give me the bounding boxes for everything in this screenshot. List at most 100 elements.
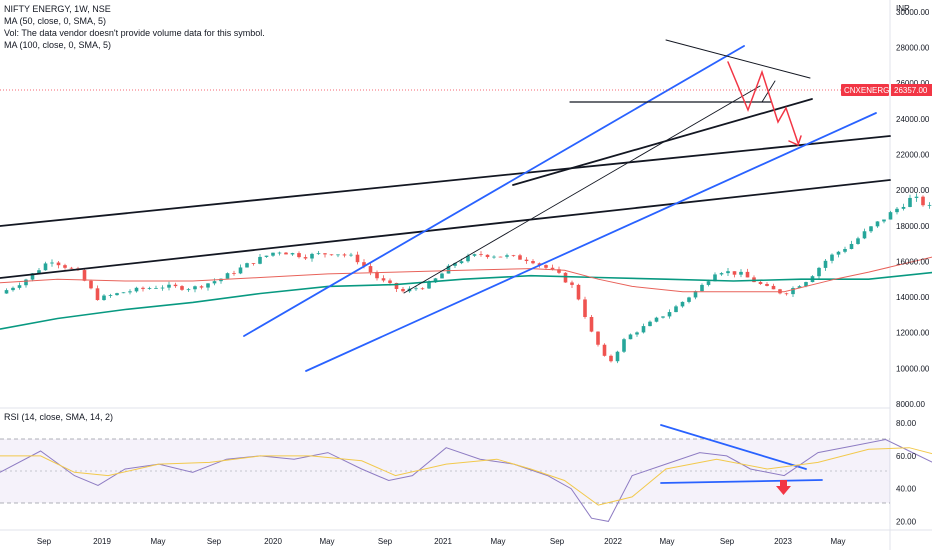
- rsi-legend: RSI (14, close, SMA, 14, 2): [4, 412, 114, 422]
- candle-body: [89, 280, 93, 289]
- candle-body: [446, 265, 451, 274]
- candle-body: [310, 253, 314, 259]
- candle-body: [128, 291, 132, 293]
- candle-body: [11, 287, 15, 291]
- candle-body: [440, 273, 444, 279]
- candle-body: [667, 312, 672, 317]
- candle-body: [141, 287, 145, 289]
- candle-body: [732, 271, 737, 275]
- time-axis[interactable]: Sep 2019 May Sep 2020 May Sep 2021 May Sep 2022 May…: [37, 537, 846, 546]
- candle-body: [609, 355, 613, 362]
- candle-body: [498, 256, 503, 258]
- symbol-tag-label: CNXENERGY: [844, 86, 895, 95]
- rsi-tick-label: 60.00: [896, 452, 917, 461]
- time-tick-label: Sep: [37, 537, 52, 546]
- candle-body: [908, 197, 912, 207]
- rsi-axis[interactable]: 80.00 60.00 40.00 20.00: [896, 419, 917, 526]
- price-tick-label: 22000.00: [896, 150, 930, 159]
- candle-body: [290, 253, 295, 255]
- candle-body: [297, 253, 301, 258]
- candle-body: [862, 231, 867, 239]
- candle-body: [232, 273, 236, 274]
- price-tick-label: 14000.00: [896, 293, 930, 302]
- symbol-title: NIFTY ENERGY, 1W, NSE: [4, 4, 111, 14]
- candle-body: [349, 254, 353, 256]
- candle-body: [102, 295, 106, 301]
- candle-body: [238, 267, 243, 274]
- candle-body: [641, 326, 646, 333]
- time-tick-label: 2021: [434, 537, 452, 546]
- price-tick-label: 18000.00: [896, 222, 930, 231]
- candle-body: [316, 253, 321, 255]
- candle-body: [654, 317, 659, 322]
- candle-body: [518, 255, 522, 260]
- candle-body: [56, 262, 61, 266]
- candle-body: [745, 271, 750, 278]
- candle-body: [830, 254, 834, 261]
- candle-body: [303, 257, 308, 259]
- candle-body: [271, 252, 275, 256]
- candle-body: [368, 266, 373, 273]
- candle-body: [836, 251, 841, 255]
- candle-body: [108, 295, 113, 296]
- currency-label: INR: [896, 4, 910, 13]
- candle-body: [459, 261, 464, 264]
- channel-upper-line: [243, 45, 745, 337]
- candle-body: [537, 263, 542, 266]
- candlestick-series: [4, 193, 932, 364]
- candle-body: [713, 274, 717, 282]
- candle-body: [661, 316, 665, 318]
- candle-body: [765, 283, 769, 286]
- candle-body: [193, 286, 197, 290]
- rsi-ma-line: [0, 447, 932, 506]
- candle-body: [927, 204, 932, 206]
- projection-path: [727, 61, 799, 144]
- candle-body: [674, 306, 678, 313]
- time-tick-label: 2023: [774, 537, 792, 546]
- candle-body: [284, 252, 288, 255]
- candle-body: [758, 282, 763, 284]
- candle-body: [596, 331, 600, 345]
- candle-body: [791, 288, 795, 295]
- candle-body: [856, 238, 860, 244]
- candle-body: [550, 267, 555, 270]
- candle-body: [251, 263, 256, 264]
- candle-body: [95, 288, 100, 301]
- price-axis[interactable]: 30000.00 28000.00 26000.00 24000.00 22000.00…: [896, 8, 930, 409]
- price-tick-label: 10000.00: [896, 364, 930, 373]
- down-arrow-icon: [776, 480, 791, 495]
- rsi-tick-label: 80.00: [896, 419, 917, 428]
- candle-body: [180, 286, 184, 290]
- candle-body: [817, 267, 821, 277]
- candle-body: [602, 344, 607, 356]
- time-tick-label: May: [490, 537, 505, 546]
- candle-body: [355, 254, 360, 263]
- candle-body: [323, 253, 327, 255]
- candle-body: [797, 286, 802, 289]
- candle-body: [420, 288, 425, 290]
- price-tick-label: 8000.00: [896, 400, 925, 409]
- candle-body: [50, 262, 54, 264]
- candle-body: [362, 262, 366, 267]
- price-tick-label: 16000.00: [896, 257, 930, 266]
- projection-arrowhead: [788, 135, 802, 147]
- candle-body: [336, 254, 340, 256]
- candle-body: [147, 288, 152, 289]
- candle-body: [115, 293, 119, 296]
- candle-body: [622, 339, 626, 352]
- time-tick-label: May: [830, 537, 845, 546]
- candle-body: [505, 255, 509, 257]
- candle-body: [388, 280, 392, 283]
- ma100-line: [0, 271, 932, 330]
- candle-body: [615, 351, 620, 362]
- candle-body: [726, 271, 730, 274]
- last-price-tag: CNXENERGY 26357.00: [841, 84, 932, 96]
- candle-body: [544, 265, 548, 268]
- candle-body: [30, 273, 35, 280]
- ma100-legend: MA (100, close, 0, SMA, 5): [4, 40, 112, 50]
- candle-body: [492, 256, 496, 258]
- volume-legend: Vol: The data vendor doesn't provide vol…: [4, 28, 265, 38]
- candle-body: [680, 301, 685, 307]
- candle-body: [212, 281, 217, 284]
